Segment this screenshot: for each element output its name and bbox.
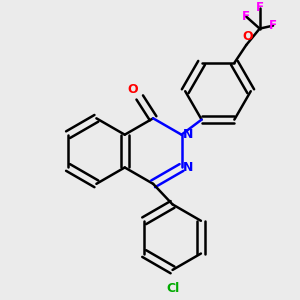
- Text: O: O: [127, 83, 138, 96]
- Text: N: N: [183, 161, 194, 174]
- Text: O: O: [242, 31, 253, 44]
- Text: F: F: [269, 19, 277, 32]
- Text: N: N: [183, 128, 194, 141]
- Text: Cl: Cl: [166, 282, 179, 295]
- Text: F: F: [242, 10, 250, 23]
- Text: F: F: [256, 1, 264, 14]
